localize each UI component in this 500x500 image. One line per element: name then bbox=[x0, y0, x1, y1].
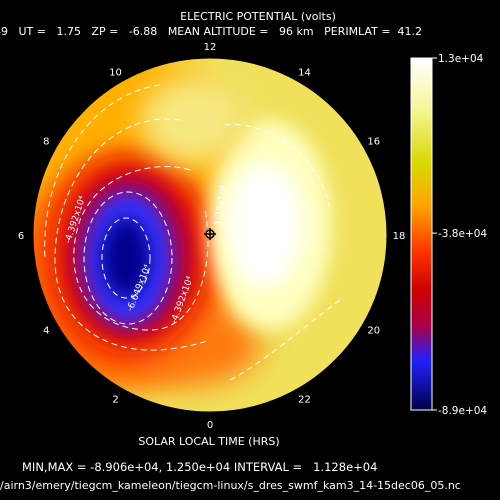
lt-tick-label: 10 bbox=[109, 67, 122, 78]
header-line: 49 UT = 1.75 ZP = -6.88 MEAN ALTITUDE = … bbox=[0, 26, 422, 37]
lt-tick-label: 14 bbox=[298, 67, 311, 78]
colorbar-tick-label: -3.8e+04 bbox=[438, 228, 487, 240]
chart-title: ELECTRIC POTENTIAL (volts) bbox=[180, 10, 336, 23]
pole-marker bbox=[204, 228, 216, 240]
lt-tick-label: 4 bbox=[43, 326, 49, 337]
local-time-ticks: 0 2 4 6 8 10 12 14 16 18 20 22 bbox=[18, 42, 406, 431]
lt-tick-label: 0 bbox=[207, 420, 213, 431]
lt-tick-label: 6 bbox=[18, 231, 24, 242]
lt-tick-label: 22 bbox=[298, 395, 311, 406]
lt-tick-label: 16 bbox=[367, 137, 380, 148]
stats-line: MIN,MAX = -8.906e+04, 1.250e+04 INTERVAL… bbox=[22, 460, 378, 474]
colorbar bbox=[410, 57, 433, 411]
potential-field: -4.392x10⁴ -6.649x10⁴ -4.392x10⁴ 1.25x10… bbox=[33, 58, 387, 412]
header-perimlat: PERIMLAT = 41.2 bbox=[324, 25, 423, 38]
header-zp: ZP = -6.88 bbox=[91, 25, 158, 38]
lt-tick-label: 20 bbox=[367, 326, 380, 337]
lt-tick-label: 8 bbox=[43, 137, 49, 148]
x-axis-label: SOLAR LOCAL TIME (HRS) bbox=[138, 435, 280, 448]
lt-tick-label: 18 bbox=[393, 231, 406, 242]
disc-outline bbox=[32, 57, 388, 413]
colorbar-tick-label: -8.9e+04 bbox=[438, 405, 487, 417]
header-ut: UT = 1.75 bbox=[18, 25, 81, 38]
lt-tick-label: 12 bbox=[204, 42, 217, 53]
lt-tick-label: 2 bbox=[112, 395, 118, 406]
contour-lines bbox=[44, 84, 341, 381]
header-altitude: MEAN ALTITUDE = 96 km bbox=[167, 25, 314, 38]
file-path: /airn3/emery/tiegcm_kameleon/tiegcm-linu… bbox=[0, 479, 461, 492]
colorbar-tick-label: 1.3e+04 bbox=[438, 53, 484, 65]
colorbar-ticks: 1.3e+04 -3.8e+04 -8.9e+04 bbox=[432, 53, 487, 417]
header-prefix: 49 bbox=[0, 25, 8, 38]
